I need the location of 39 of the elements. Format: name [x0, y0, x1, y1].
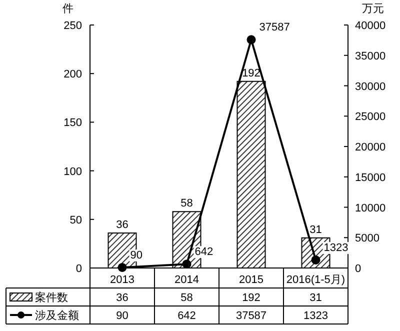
y-tick-label: 0: [76, 263, 82, 275]
y2-tick-label: 10000: [355, 202, 386, 214]
annotation: 58: [180, 198, 193, 210]
value-label: 1323: [324, 242, 348, 254]
y2-tick-label: 30000: [355, 80, 386, 93]
y2-tick-label: 25000: [355, 111, 386, 124]
value-label: 642: [194, 246, 214, 258]
y2-axis-title: 万元: [362, 3, 384, 15]
annotation: 192: [242, 67, 260, 80]
y-axis-title: 件: [62, 3, 74, 15]
legend-label: 案件数: [35, 291, 68, 304]
legend-label: 涉及金额: [35, 309, 79, 322]
table-value: 192: [242, 292, 260, 304]
x-tick-label: 2016(1-5月): [286, 274, 346, 286]
table-value: 642: [178, 310, 196, 322]
y2-tick-label: 5000: [355, 232, 380, 245]
y2-tick-label: 15000: [355, 172, 386, 184]
value-label: 37587: [259, 22, 290, 34]
y2-tick-label: 40000: [355, 20, 386, 32]
y-tick-label: 100: [64, 166, 82, 178]
y2-tick-label: 35000: [355, 50, 386, 62]
table-value: 58: [180, 292, 193, 304]
annotation: 31: [310, 224, 322, 236]
x-tick-label: 2014: [174, 274, 199, 286]
y-tick-label: 200: [64, 68, 82, 81]
table-value: 31: [310, 292, 322, 304]
table-value: 36: [116, 292, 128, 304]
y-tick-label: 50: [70, 214, 82, 226]
table-value: 37587: [236, 310, 267, 322]
x-tick-label: 2013: [110, 274, 134, 286]
y2-tick-label: 0: [355, 263, 362, 275]
table-value: 90: [116, 310, 128, 322]
table-value: 1323: [304, 310, 328, 322]
x-tick-label: 2015: [239, 274, 264, 286]
y-tick-label: 150: [64, 117, 82, 130]
value-label: 90: [130, 249, 142, 262]
annotation: 36: [116, 219, 128, 231]
y-tick-label: 250: [64, 20, 82, 32]
y2-tick-label: 20000: [355, 142, 386, 154]
